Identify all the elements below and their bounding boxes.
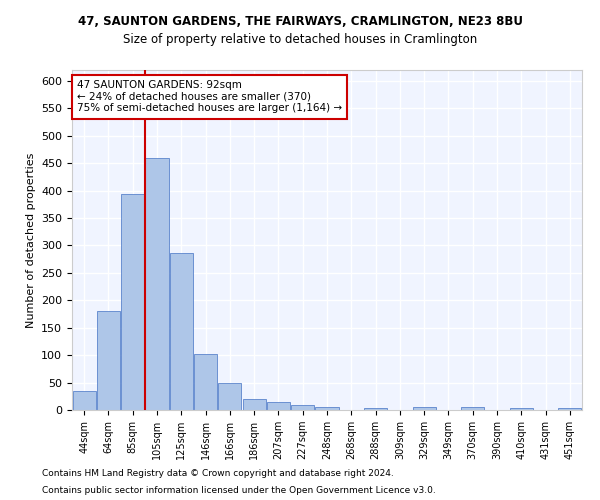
Bar — [364, 408, 387, 410]
Text: Contains HM Land Registry data © Crown copyright and database right 2024.: Contains HM Land Registry data © Crown c… — [42, 468, 394, 477]
Y-axis label: Number of detached properties: Number of detached properties — [26, 152, 35, 328]
Bar — [461, 408, 484, 410]
Bar — [121, 194, 144, 410]
Bar — [194, 354, 217, 410]
Text: Contains public sector information licensed under the Open Government Licence v3: Contains public sector information licen… — [42, 486, 436, 495]
Bar — [242, 399, 266, 410]
Bar — [559, 408, 581, 410]
Text: 47, SAUNTON GARDENS, THE FAIRWAYS, CRAMLINGTON, NE23 8BU: 47, SAUNTON GARDENS, THE FAIRWAYS, CRAML… — [77, 15, 523, 28]
Bar — [170, 252, 193, 410]
Bar — [291, 405, 314, 410]
Bar — [267, 402, 290, 410]
Bar — [413, 408, 436, 410]
Bar — [73, 391, 95, 410]
Bar — [510, 408, 533, 410]
Text: 47 SAUNTON GARDENS: 92sqm
← 24% of detached houses are smaller (370)
75% of semi: 47 SAUNTON GARDENS: 92sqm ← 24% of detac… — [77, 80, 342, 114]
Bar — [316, 408, 338, 410]
Bar — [97, 310, 120, 410]
Bar — [145, 158, 169, 410]
Bar — [218, 383, 241, 410]
Text: Size of property relative to detached houses in Cramlington: Size of property relative to detached ho… — [123, 32, 477, 46]
